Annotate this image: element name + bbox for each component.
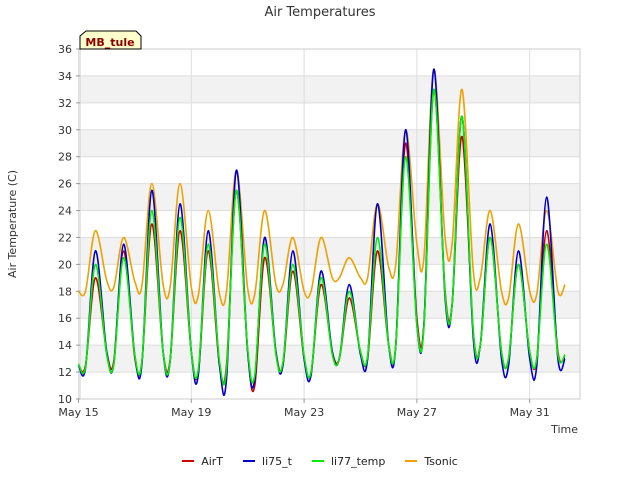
legend-item-li75-t: li75_t (243, 453, 292, 469)
y-tick-label: 22 (58, 231, 72, 244)
site-annotation-box (79, 30, 142, 50)
x-tick-label: May 15 (58, 406, 98, 419)
y-axis-label: Air Temperature (C) (6, 170, 19, 278)
y-tick-label: 16 (58, 312, 72, 325)
chart-legend: AirT li75_t li77_temp Tsonic (0, 453, 640, 469)
x-axis-label: Time (550, 423, 578, 436)
plot-band (80, 129, 580, 157)
legend-item-airt: AirT (182, 453, 223, 469)
legend-item-tsonic: Tsonic (405, 453, 458, 469)
y-tick-label: 24 (58, 205, 72, 218)
y-tick-label: 10 (58, 393, 72, 406)
y-axis-ticks: 10 12 14 16 18 20 22 24 26 28 30 32 34 36 (58, 43, 80, 406)
site-annotation-label: MB_tule (85, 36, 134, 49)
y-tick-label: 28 (58, 151, 72, 164)
series-line-tsonic (77, 68, 566, 307)
legend-label: AirT (201, 454, 224, 468)
y-tick-label: 18 (58, 285, 72, 298)
y-tick-label: 32 (58, 97, 72, 110)
plot-frame (79, 48, 581, 400)
plot-band (80, 183, 580, 211)
legend-label: li75_t (262, 454, 292, 468)
legend-swatch (243, 460, 256, 462)
legend-item-li77-temp: li77_temp (311, 453, 386, 469)
y-tick-label: 34 (58, 70, 72, 83)
y-tick-label: 20 (58, 258, 72, 271)
site-annotation: MB_tule (79, 30, 142, 50)
x-tick-label: May 31 (510, 406, 550, 419)
x-tick-label: May 23 (284, 406, 324, 419)
x-axis-ticks: May 15 May 19 May 23 May 27 May 31 (58, 399, 550, 419)
legend-swatch (182, 460, 195, 462)
series-lines (77, 68, 566, 397)
y-tick-label: 14 (58, 339, 72, 352)
x-tick-label: May 27 (397, 406, 437, 419)
x-tick-label: May 19 (171, 406, 211, 419)
plot-band (80, 75, 580, 103)
legend-label: li77_temp (330, 454, 386, 468)
y-tick-label: 12 (58, 366, 72, 379)
legend-swatch (311, 460, 324, 462)
y-tick-label: 30 (58, 124, 72, 137)
y-tick-label: 36 (58, 43, 72, 56)
legend-label: Tsonic (424, 454, 458, 468)
y-tick-label: 26 (58, 178, 72, 191)
legend-swatch (405, 460, 418, 462)
chart-title: Air Temperatures (264, 5, 375, 20)
series-line-li77-temp (77, 88, 566, 386)
